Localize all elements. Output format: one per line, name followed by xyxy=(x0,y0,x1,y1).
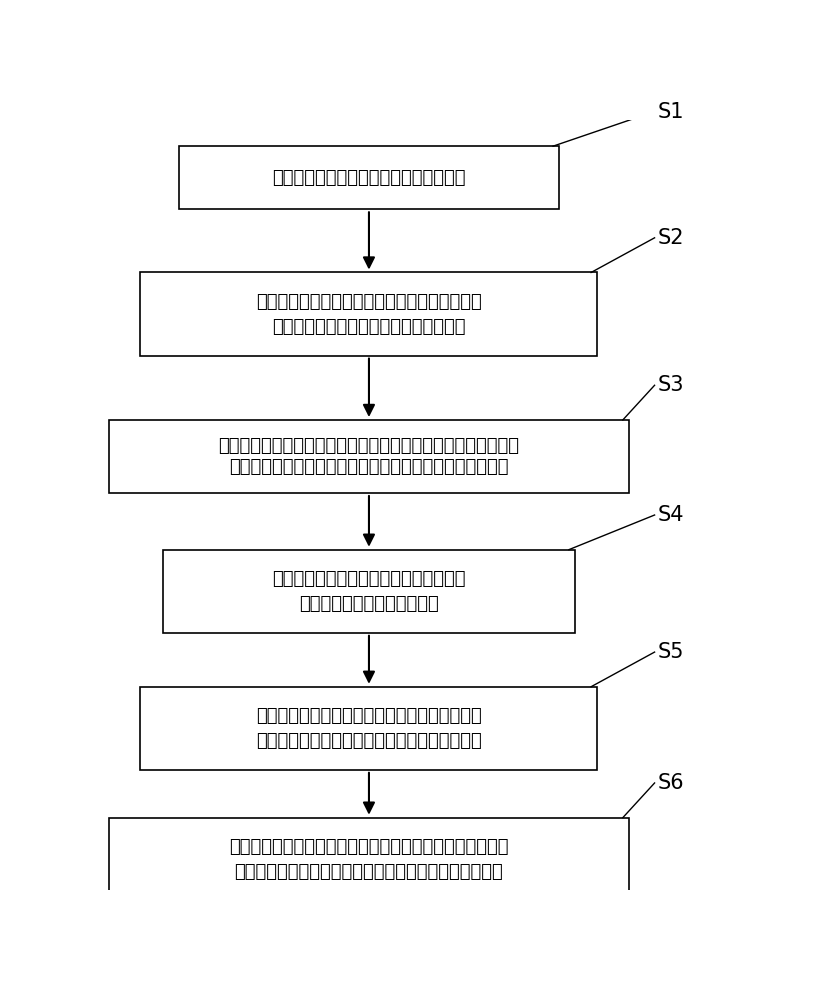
Text: S2: S2 xyxy=(658,228,684,248)
Bar xyxy=(141,272,598,356)
Text: 合，计算投影距离信息集合的均值、标准方差；: 合，计算投影距离信息集合的均值、标准方差； xyxy=(256,732,482,750)
Text: 利用同名点匹配算法计算出双目匣钵编码图像的深度信息，利用: 利用同名点匹配算法计算出双目匣钵编码图像的深度信息，利用 xyxy=(219,437,519,455)
Text: 均值、标准方差作比较，从而对匣钵的平整度进行判断。: 均值、标准方差作比较，从而对匣钵的平整度进行判断。 xyxy=(234,863,504,881)
Text: 编码图像中每个像素点均获得唯一编码；: 编码图像中每个像素点均获得唯一编码； xyxy=(272,318,466,336)
Text: 深度信息重建出匣钵距离双目结构光相机的三维点云数据；: 深度信息重建出匣钵距离双目结构光相机的三维点云数据； xyxy=(229,458,509,476)
Text: 采集带编码信息的双目匣钵编码图像，双目匣钵: 采集带编码信息的双目匣钵编码图像，双目匣钵 xyxy=(256,293,482,311)
Bar xyxy=(141,687,598,770)
Text: 拟合出一个平面作为基准面；: 拟合出一个平面作为基准面； xyxy=(299,595,439,613)
Text: 计算三维点云数据到拟合平面的投影距离信息集: 计算三维点云数据到拟合平面的投影距离信息集 xyxy=(256,707,482,725)
Text: S4: S4 xyxy=(658,505,684,525)
Text: 将计算的投影距离信息集合的均值、标准方差与正常匣钵的: 将计算的投影距离信息集合的均值、标准方差与正常匣钵的 xyxy=(229,838,509,856)
Text: 基于三维点云数据，采用平面拟合的方法: 基于三维点云数据，采用平面拟合的方法 xyxy=(272,570,466,588)
Bar xyxy=(109,420,629,493)
Bar xyxy=(163,550,575,633)
Text: S5: S5 xyxy=(658,642,684,662)
Text: 投射红外编码结构光到待检测的匣钵上；: 投射红外编码结构光到待检测的匣钵上； xyxy=(272,169,466,187)
Bar xyxy=(179,146,559,209)
Text: S6: S6 xyxy=(658,773,685,793)
Text: S1: S1 xyxy=(658,102,684,122)
Bar xyxy=(109,818,629,901)
Text: S3: S3 xyxy=(658,375,684,395)
